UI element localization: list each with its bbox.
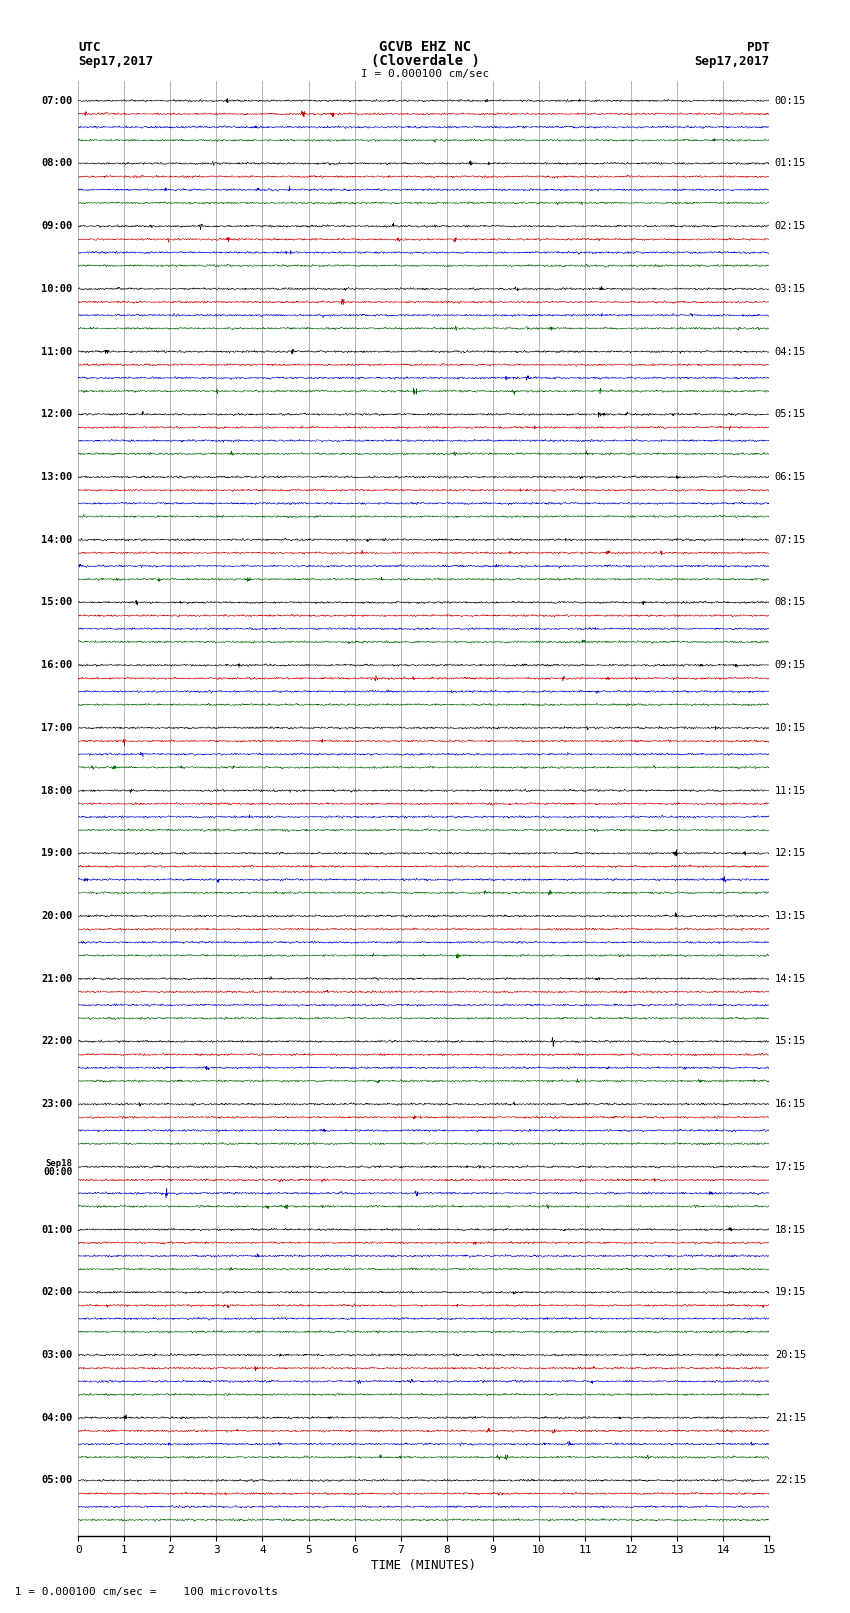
- Text: 04:15: 04:15: [775, 347, 806, 356]
- Text: 22:15: 22:15: [775, 1476, 806, 1486]
- Text: 13:15: 13:15: [775, 911, 806, 921]
- Text: I = 0.000100 cm/sec: I = 0.000100 cm/sec: [361, 69, 489, 79]
- Text: 23:00: 23:00: [42, 1098, 72, 1110]
- Text: 07:00: 07:00: [42, 95, 72, 106]
- Text: 20:15: 20:15: [775, 1350, 806, 1360]
- Text: 16:00: 16:00: [42, 660, 72, 669]
- Text: 05:00: 05:00: [42, 1476, 72, 1486]
- Text: 11:00: 11:00: [42, 347, 72, 356]
- Text: 13:00: 13:00: [42, 473, 72, 482]
- Text: 00:15: 00:15: [775, 95, 806, 106]
- Text: 1 = 0.000100 cm/sec =    100 microvolts: 1 = 0.000100 cm/sec = 100 microvolts: [8, 1587, 279, 1597]
- Text: 12:00: 12:00: [42, 410, 72, 419]
- Text: 15:15: 15:15: [775, 1037, 806, 1047]
- Text: PDT: PDT: [747, 40, 769, 53]
- X-axis label: TIME (MINUTES): TIME (MINUTES): [371, 1560, 476, 1573]
- Text: 03:15: 03:15: [775, 284, 806, 294]
- Text: 14:00: 14:00: [42, 534, 72, 545]
- Text: 22:00: 22:00: [42, 1037, 72, 1047]
- Text: Sep18: Sep18: [46, 1158, 72, 1168]
- Text: (Cloverdale ): (Cloverdale ): [371, 53, 479, 68]
- Text: 21:15: 21:15: [775, 1413, 806, 1423]
- Text: 04:00: 04:00: [42, 1413, 72, 1423]
- Text: 00:00: 00:00: [43, 1166, 72, 1177]
- Text: 12:15: 12:15: [775, 848, 806, 858]
- Text: 19:15: 19:15: [775, 1287, 806, 1297]
- Text: GCVB EHZ NC: GCVB EHZ NC: [379, 40, 471, 53]
- Text: Sep17,2017: Sep17,2017: [694, 55, 769, 68]
- Text: 17:00: 17:00: [42, 723, 72, 732]
- Text: 15:00: 15:00: [42, 597, 72, 608]
- Text: 20:00: 20:00: [42, 911, 72, 921]
- Text: 16:15: 16:15: [775, 1098, 806, 1110]
- Text: 10:00: 10:00: [42, 284, 72, 294]
- Text: Sep17,2017: Sep17,2017: [78, 55, 153, 68]
- Text: 09:00: 09:00: [42, 221, 72, 231]
- Text: 18:15: 18:15: [775, 1224, 806, 1234]
- Text: 07:15: 07:15: [775, 534, 806, 545]
- Text: 19:00: 19:00: [42, 848, 72, 858]
- Text: UTC: UTC: [78, 40, 100, 53]
- Text: 02:00: 02:00: [42, 1287, 72, 1297]
- Text: 02:15: 02:15: [775, 221, 806, 231]
- Text: 17:15: 17:15: [775, 1161, 806, 1171]
- Text: 18:00: 18:00: [42, 786, 72, 795]
- Text: 08:00: 08:00: [42, 158, 72, 168]
- Text: 14:15: 14:15: [775, 974, 806, 984]
- Text: 09:15: 09:15: [775, 660, 806, 669]
- Text: 01:00: 01:00: [42, 1224, 72, 1234]
- Text: 11:15: 11:15: [775, 786, 806, 795]
- Text: 08:15: 08:15: [775, 597, 806, 608]
- Text: 06:15: 06:15: [775, 473, 806, 482]
- Text: 21:00: 21:00: [42, 974, 72, 984]
- Text: 10:15: 10:15: [775, 723, 806, 732]
- Text: 01:15: 01:15: [775, 158, 806, 168]
- Text: 03:00: 03:00: [42, 1350, 72, 1360]
- Text: 05:15: 05:15: [775, 410, 806, 419]
